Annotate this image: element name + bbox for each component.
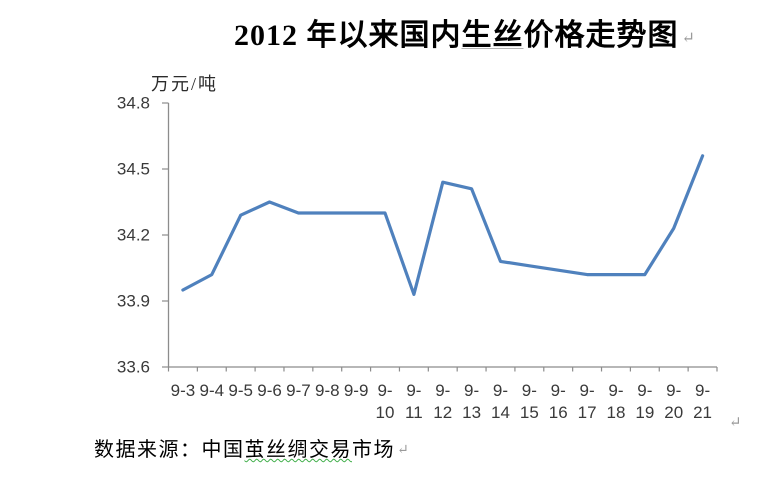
y-axis-tick-label: 33.6 [117,358,150,377]
price-series-line [181,154,705,296]
x-axis-tick-label: 9- [377,381,392,400]
x-axis-tick-label: 9- [435,381,450,400]
chart-title-text-start: 2012 年以来国内 [234,19,462,52]
paragraph-return-icon: ↵ [397,443,411,458]
x-axis-tick-label: 9- [580,381,595,400]
x-axis-tick-label-line2: 17 [578,403,597,422]
x-axis-tick-label-line2: 19 [635,403,654,422]
x-axis-tick-label-line2: 14 [491,403,510,422]
y-axis-tick-label: 33.9 [117,292,150,311]
x-axis-tick-label: 9- [608,381,623,400]
x-axis-tick-label-line2: 11 [405,403,423,422]
source-text-end: 市场 [352,439,395,461]
x-axis-tick-label: 9-7 [286,381,311,400]
x-axis-tick-label-line2: 18 [606,403,625,422]
data-source-note: 数据来源：中国茧丝绸交易市场 ↵ [94,433,410,462]
x-axis-tick-label: 9-4 [200,381,225,400]
x-axis-tick-label: 9- [637,381,652,400]
x-axis-tick-label: 9-8 [315,381,340,400]
chart-title-text-end: 价格走势图 [523,19,679,52]
x-axis-tick-label: 9-6 [257,381,282,400]
x-axis-tick-label: 9-9 [344,381,369,400]
x-axis-tick-label: 9- [493,381,508,400]
source-text-start: 数据来源：中国 [94,439,245,461]
chart-title-spellchecked-text: 生丝 [461,19,524,52]
x-axis-tick-label-line2: 10 [376,403,395,422]
x-axis-tick-label-line2: 13 [462,403,481,422]
x-axis-tick-label: 9- [522,381,537,400]
x-axis-tick-label: 9- [695,381,710,400]
x-axis-tick-label-line2: 20 [664,403,683,422]
y-axis-tick-label: 34.5 [117,160,150,179]
x-axis-tick-label: 9- [551,381,566,400]
x-axis-tick-label: 9- [666,381,681,400]
x-axis-tick-label-line2: 12 [433,403,452,422]
x-axis-tick-label: 9-3 [171,381,196,400]
x-axis-tick-label-line2: 21 [693,403,712,422]
source-grammar-checked-text: 茧丝绸交易 [244,439,352,461]
paragraph-return-icon: ↵ [681,30,696,47]
x-axis-tick-label: 9- [464,381,479,400]
x-axis-tick-label-line2: 15 [520,403,539,422]
y-axis-tick-label: 34.8 [117,94,150,113]
x-axis-tick-label: 9-5 [228,381,253,400]
y-axis-unit-label: 万元/吨 [151,74,219,94]
x-axis-tick-label: 9- [406,381,421,400]
y-axis-tick-label: 34.2 [117,226,150,245]
chart-title: 2012 年以来国内生丝价格走势图 ↵ [234,10,696,54]
x-axis-tick-label-line2: 16 [549,403,568,422]
paragraph-return-icon: ↵ [729,415,742,431]
